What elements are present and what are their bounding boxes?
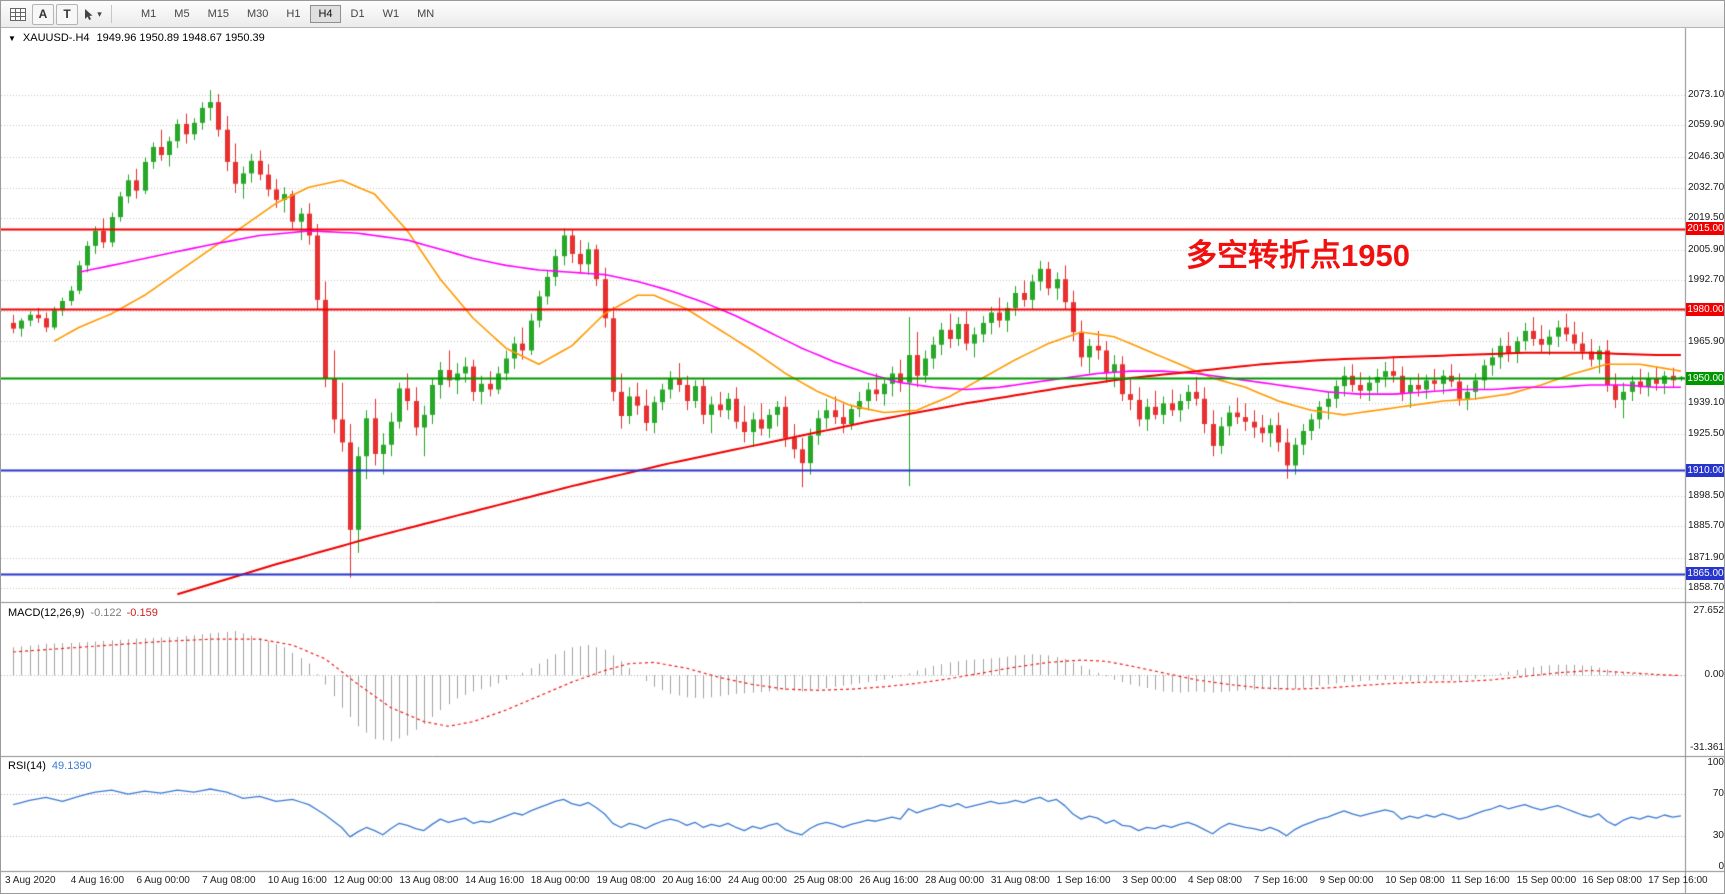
macd-indicator-label: MACD(12,26,9) -0.122 -0.159 [8, 607, 158, 619]
toolbar-separator [111, 5, 112, 23]
macd-tick-label: 0.00 [1704, 669, 1724, 681]
price-tick-label: 1992.70 [1688, 273, 1725, 285]
timeframe-mn-button[interactable]: MN [417, 8, 435, 20]
price-tick-label: 1925.50 [1688, 428, 1725, 440]
date-tick-label: 16 Sep 08:00 [1582, 875, 1642, 886]
date-tick-label: 6 Aug 00:00 [136, 875, 190, 886]
toolbar: A T ▾ M1 M5 M15 M30 H1 H4 D1 W1 MN [1, 1, 1724, 28]
timeframe-d1-button[interactable]: D1 [350, 8, 365, 20]
price-tick-label: 1885.70 [1688, 519, 1725, 531]
macd-tick-label: -31.361 [1690, 742, 1724, 753]
price-tick-label: 2046.30 [1688, 150, 1725, 162]
date-tick-label: 31 Aug 08:00 [990, 875, 1050, 886]
timeframe-m30-button[interactable]: M30 [246, 8, 269, 20]
price-line-badge: 1910.00 [1686, 463, 1724, 477]
rsi-tick-label: 70 [1712, 788, 1724, 800]
price-line-badge: 1950.00 [1686, 371, 1724, 385]
macd-name: MACD(12,26,9) [8, 607, 85, 619]
price-tick-label: 1898.50 [1688, 490, 1725, 502]
price-tick-label: 2005.90 [1688, 243, 1725, 255]
macd-value-1: -0.122 [90, 607, 122, 619]
symbol-title: XAUUSD-.H4 [22, 32, 90, 44]
timeframe-m5-button[interactable]: M5 [174, 8, 190, 20]
text-t-button[interactable]: T [56, 3, 78, 25]
date-tick-label: 3 Sep 00:00 [1122, 875, 1177, 886]
date-tick-label: 7 Aug 08:00 [202, 875, 256, 886]
timeframe-m1-button[interactable]: M1 [141, 8, 157, 20]
price-tick-label: 2073.10 [1688, 89, 1725, 100]
date-tick-label: 26 Aug 16:00 [859, 875, 919, 886]
timeframe-w1-button[interactable]: W1 [382, 8, 400, 20]
price-tick-label: 1939.10 [1688, 397, 1725, 409]
date-tick-label: 24 Aug 00:00 [727, 875, 787, 886]
macd-value-2: -0.159 [126, 607, 158, 619]
date-tick-label: 4 Aug 16:00 [70, 875, 125, 886]
date-tick-label: 1 Sep 16:00 [1056, 875, 1111, 886]
draw-tools-icon [85, 8, 93, 20]
timeframe-h4-button[interactable]: H4 [310, 5, 341, 23]
timeframe-m15-button[interactable]: M15 [207, 8, 229, 20]
timeframe-h1-button[interactable]: H1 [286, 8, 301, 20]
date-tick-label: 15 Sep 00:00 [1516, 875, 1577, 886]
date-tick-label: 25 Aug 08:00 [793, 875, 853, 886]
price-tick-label: 2019.50 [1688, 212, 1725, 224]
date-tick-label: 3 Aug 2020 [5, 875, 56, 886]
price-tick-label: 2059.90 [1688, 119, 1725, 131]
date-tick-label: 20 Aug 16:00 [662, 875, 722, 886]
chart-annotation: 多空转折点1950 [1186, 238, 1410, 273]
date-tick-label: 4 Sep 08:00 [1188, 875, 1242, 886]
date-tick-label: 12 Aug 00:00 [333, 875, 393, 886]
price-tick-label: 1858.70 [1688, 582, 1725, 593]
text-a-button[interactable]: A [32, 3, 54, 25]
chart-header: ▼ XAUUSD-.H4 1949.96 1950.89 1948.67 195… [8, 32, 265, 44]
rsi-tick-label: 0 [1718, 861, 1724, 872]
rsi-name: RSI(14) [8, 760, 46, 772]
price-line-badge: 1865.00 [1686, 567, 1724, 580]
price-tick-label: 1965.90 [1688, 335, 1725, 347]
date-tick-label: 11 Sep 16:00 [1450, 875, 1510, 886]
date-tick-label: 10 Aug 16:00 [267, 875, 327, 886]
collapse-icon[interactable]: ▼ [8, 33, 16, 43]
timeframe-bar: M1 M5 M15 M30 H1 H4 D1 W1 MN [132, 5, 443, 23]
date-tick-label: 18 Aug 00:00 [530, 875, 590, 886]
ohlc-values: 1949.96 1950.89 1948.67 1950.39 [96, 32, 265, 44]
rsi-tick-label: 30 [1712, 829, 1724, 841]
draw-tools-button[interactable]: ▾ [80, 4, 104, 25]
rsi-indicator-label: RSI(14) 49.1390 [8, 760, 92, 772]
date-tick-label: 19 Aug 08:00 [596, 875, 656, 886]
date-tick-label: 17 Sep 16:00 [1648, 875, 1708, 886]
price-tick-label: 2032.70 [1688, 181, 1725, 193]
price-line-badge: 1980.00 [1686, 302, 1724, 316]
date-tick-label: 28 Aug 00:00 [925, 875, 985, 886]
macd-tick-label: 27.652 [1693, 605, 1724, 616]
caret-down-icon: ▾ [97, 8, 102, 19]
date-tick-label: 7 Sep 16:00 [1253, 875, 1308, 886]
rsi-tick-label: 100 [1707, 757, 1724, 768]
date-tick-label: 10 Sep 08:00 [1385, 875, 1445, 886]
price-line-badge: 2015.00 [1686, 222, 1724, 236]
price-tick-label: 1871.90 [1688, 551, 1725, 563]
date-tick-label: 9 Sep 00:00 [1319, 875, 1374, 886]
date-tick-label: 13 Aug 08:00 [399, 875, 459, 886]
rsi-value: 49.1390 [51, 760, 92, 772]
chart-grid-icon[interactable] [6, 4, 30, 25]
date-tick-label: 14 Aug 16:00 [465, 875, 525, 886]
